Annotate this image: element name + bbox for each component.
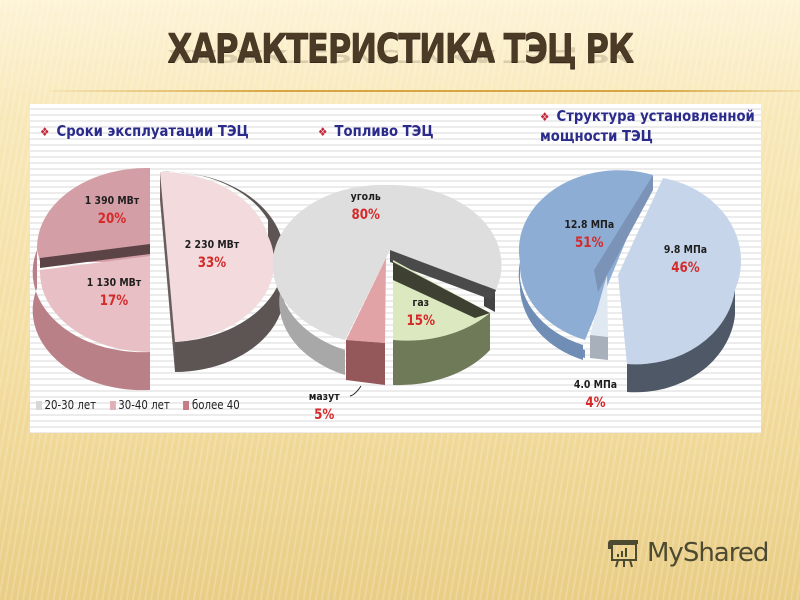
legend-swatch-icon <box>36 400 42 410</box>
mazut-leader-line <box>349 385 362 397</box>
legend-item-30-40: 30-40 лет <box>109 398 170 412</box>
slice-label-coal: уголь 80% <box>350 190 381 223</box>
chart-heading-capacity: ❖ Структура установленной мощности ТЭЦ <box>540 107 755 145</box>
title-divider <box>50 90 800 92</box>
slice-label-2230: 2 230 МВт 33% <box>184 238 240 271</box>
chart-legend-service-life: 20-30 лет 30-40 лет более 40 <box>36 398 240 412</box>
slice-mazut <box>346 258 386 385</box>
slice-label-4-0: 4.0 МПа 4% <box>573 378 618 411</box>
bullet-icon: ❖ <box>40 125 50 139</box>
slice-coal <box>272 184 502 375</box>
slice-label-9-8: 9.8 МПа 46% <box>663 243 708 276</box>
slice-label-12-8: 12.8 МПа 51% <box>564 218 615 251</box>
slice-label-mazut: мазут 5% <box>308 390 340 423</box>
chart-heading-service-life: ❖ Сроки эксплуатации ТЭЦ <box>40 122 249 140</box>
slice-label-1390: 1 390 МВт 20% <box>84 194 140 227</box>
slice-gas <box>393 260 490 386</box>
slice-4-0 <box>590 275 608 360</box>
slice-2230 <box>160 171 285 372</box>
presentation-board-icon <box>608 540 638 568</box>
slice-group-left <box>32 167 150 391</box>
legend-item-over-40: более 40 <box>183 398 240 412</box>
slice-9-8 <box>618 178 742 393</box>
legend-swatch-icon <box>109 400 116 410</box>
legend-swatch-icon <box>183 400 190 410</box>
bullet-icon: ❖ <box>540 110 550 124</box>
slice-label-1130: 1 130 МВт 17% <box>86 276 142 309</box>
slice-12-8 <box>518 170 653 360</box>
slice-label-gas: газ 15% <box>406 296 436 329</box>
bullet-icon: ❖ <box>318 125 328 139</box>
chart-heading-fuel: ❖ Топливо ТЭЦ <box>318 122 434 140</box>
legend-item-20-30: 20-30 лет <box>36 398 96 412</box>
slide-title: ХАРАКТЕРИСТИКА ТЭЦ РК <box>167 26 634 72</box>
myshared-watermark[interactable]: MyShared <box>607 536 769 570</box>
